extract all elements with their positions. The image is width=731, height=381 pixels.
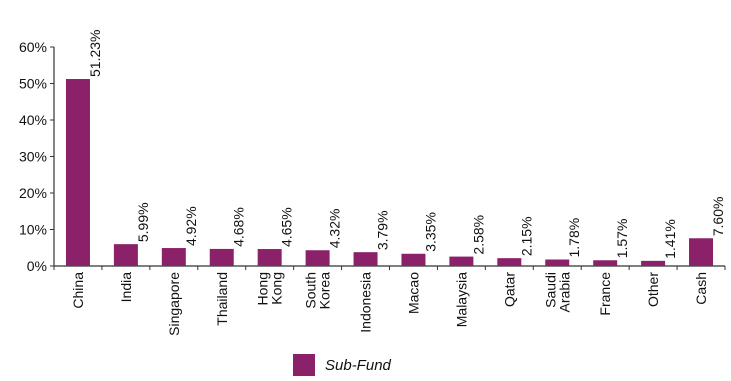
y-tick-label: 10% bbox=[19, 222, 47, 238]
bar-indonesia bbox=[353, 252, 378, 266]
data-label: 4.32% bbox=[327, 209, 343, 249]
bar-india bbox=[113, 244, 138, 266]
data-label: 3.79% bbox=[375, 210, 391, 250]
data-label: 2.58% bbox=[470, 215, 486, 255]
y-tick-label: 20% bbox=[19, 185, 47, 201]
data-label: 4.92% bbox=[183, 206, 199, 246]
data-label: 4.65% bbox=[279, 207, 295, 247]
x-tick-label: Malaysia bbox=[453, 272, 469, 327]
data-label: 2.15% bbox=[518, 216, 534, 256]
bar-other bbox=[641, 260, 666, 266]
y-tick-label: 60% bbox=[19, 39, 47, 55]
x-tick-label: HongKong bbox=[255, 272, 285, 305]
legend-swatch bbox=[293, 354, 315, 376]
legend: Sub-Fund bbox=[293, 354, 391, 376]
x-tick-label: Thailand bbox=[214, 272, 230, 326]
x-tick-label: Singapore bbox=[166, 272, 182, 336]
y-tick-label: 50% bbox=[19, 76, 47, 92]
y-tick-label: 30% bbox=[19, 149, 47, 165]
bar-france bbox=[593, 260, 618, 266]
bar-qatar bbox=[497, 258, 522, 266]
data-label: 4.68% bbox=[231, 207, 247, 247]
y-tick-label: 0% bbox=[27, 258, 47, 274]
data-label: 5.99% bbox=[135, 202, 151, 242]
bar-saudi-arabia bbox=[545, 259, 570, 266]
bar-cash bbox=[689, 238, 714, 266]
x-tick-label: China bbox=[70, 272, 86, 309]
data-label: 1.41% bbox=[662, 219, 678, 259]
bar-south-korea bbox=[305, 250, 330, 266]
bar-hong-kong bbox=[257, 249, 282, 266]
data-label: 3.35% bbox=[422, 212, 438, 252]
x-tick-label: Cash bbox=[693, 272, 709, 305]
bar-china bbox=[65, 79, 90, 266]
x-tick-label: France bbox=[597, 272, 613, 316]
bar-macao bbox=[401, 253, 426, 266]
x-tick-label: SaudiArabia bbox=[542, 272, 572, 313]
data-label: 51.23% bbox=[87, 30, 103, 77]
data-label: 1.57% bbox=[614, 219, 630, 259]
x-tick-label: Macao bbox=[405, 272, 421, 314]
x-tick-label: Indonesia bbox=[358, 272, 374, 333]
data-label: 7.60% bbox=[710, 197, 726, 237]
bar-singapore bbox=[161, 248, 186, 266]
x-tick-label: India bbox=[118, 272, 134, 303]
y-tick-label: 40% bbox=[19, 112, 47, 128]
x-tick-label: SouthKorea bbox=[303, 272, 333, 310]
x-tick-label: Qatar bbox=[501, 272, 517, 307]
legend-label: Sub-Fund bbox=[325, 356, 391, 374]
data-label: 1.78% bbox=[566, 218, 582, 258]
bar-thailand bbox=[209, 248, 234, 266]
x-tick-label: Other bbox=[645, 272, 661, 307]
bar-malaysia bbox=[449, 256, 474, 266]
